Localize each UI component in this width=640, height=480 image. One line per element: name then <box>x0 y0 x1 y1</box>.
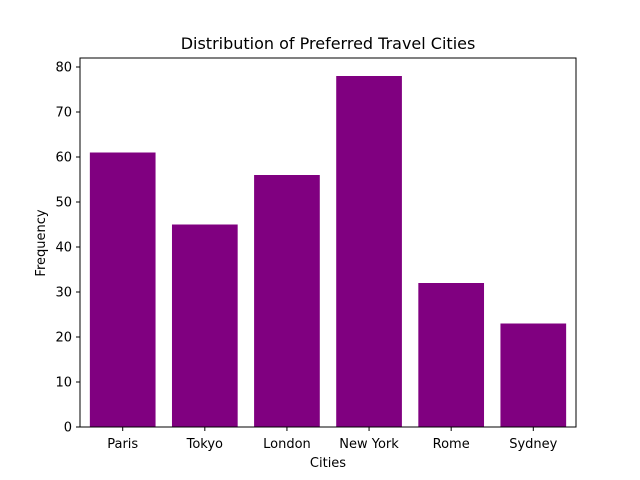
x-tick-label: Paris <box>107 437 138 452</box>
x-tick-label: London <box>263 437 311 452</box>
bar-london <box>254 175 320 427</box>
x-axis-label: Cities <box>310 456 346 471</box>
bar-tokyo <box>171 224 238 427</box>
y-tick-label: 50 <box>55 196 72 211</box>
plot-area: 0 10 20 30 40 50 60 70 80 Paris Tokyo London New Yor… <box>55 57 577 452</box>
y-tick-label: 70 <box>55 106 72 121</box>
y-tick-label: 20 <box>55 331 72 346</box>
x-tick-label: Tokyo <box>186 437 223 452</box>
y-axis-label: Frequency <box>34 209 49 276</box>
y-tick-label: 40 <box>55 241 72 256</box>
y-tick-label: 80 <box>55 61 72 76</box>
plot-frame <box>79 57 577 428</box>
y-tick-label: 0 <box>64 421 72 436</box>
bar-paris <box>89 152 156 427</box>
bar-sydney <box>500 323 567 427</box>
y-tick-label: 30 <box>55 286 72 301</box>
x-tick-label: New York <box>339 437 399 452</box>
x-tick-label: Sydney <box>509 437 557 452</box>
x-tick-label: Rome <box>433 437 470 452</box>
bar-rome <box>418 283 485 427</box>
y-tick-label: 60 <box>55 151 72 166</box>
y-tick-label: 10 <box>55 376 72 391</box>
bar-new-york <box>336 76 402 427</box>
chart-title: Distribution of Preferred Travel Cities <box>181 34 476 53</box>
